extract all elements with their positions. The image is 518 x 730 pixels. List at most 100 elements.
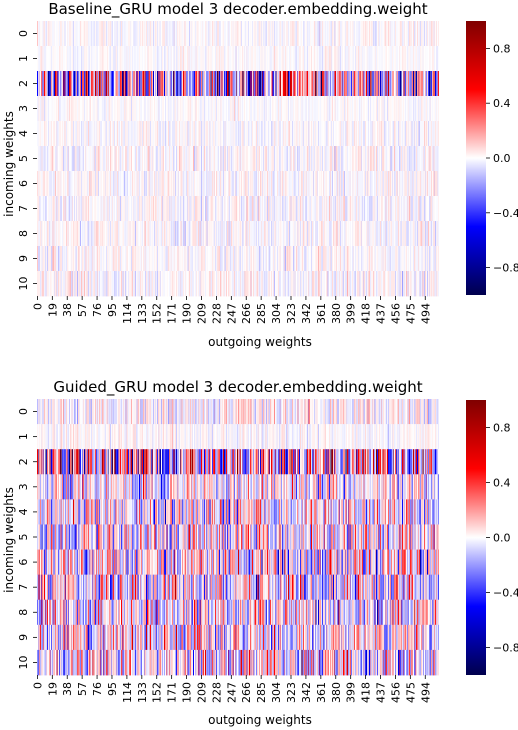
colorbar: −0.8 −0.4 0.0 0.4 0.8 [466,21,518,295]
x-tick-label: 285 [255,303,268,324]
y-tick-label: 0 [17,408,30,415]
x-tick-labels: 0 19 38 57 76 95 114 133 152 171 190 209 228 247 266 28… [31,675,432,703]
x-tick-label: 361 [315,682,328,703]
heatmap-row-10 [37,271,439,297]
y-tick-label: 7 [17,584,30,591]
x-tick-label: 38 [61,303,74,317]
x-tick-label: 475 [404,682,417,703]
x-tick-label: 247 [225,303,238,324]
x-tick-label: 19 [46,303,59,317]
x-tick-label: 76 [91,682,104,696]
heatmap-row-4 [37,499,439,525]
y-tick-label: 4 [17,130,30,137]
y-tick-label: 7 [17,205,30,212]
colorbar-gradient [466,21,486,295]
x-tick-label: 171 [166,682,179,703]
x-tick-label: 456 [389,682,402,703]
heatmap-row-1 [37,46,439,72]
x-tick-label: 380 [330,303,343,324]
x-tick-label: 285 [255,682,268,703]
heatmap-row-5 [37,146,439,172]
x-tick-label: 361 [315,303,328,324]
y-tick-label: 8 [17,230,30,237]
heatmap-row-9 [37,624,439,651]
y-tick-labels: 0 1 2 3 4 5 6 7 8 9 10 [17,30,37,291]
heatmap-row-0 [37,399,439,425]
heatmap-row-2 [37,449,439,475]
x-tick-label: 209 [195,682,208,703]
x-tick-label: 152 [151,682,164,703]
y-tick-label: 3 [17,483,30,490]
x-tick-label: 323 [285,303,298,324]
x-tick-label: 19 [46,682,59,696]
x-tick-label: 133 [136,682,149,703]
x-tick-labels: 0 19 38 57 76 95 114 133 152 171 190 209 228 247 266 28… [31,296,432,324]
x-tick-label: 114 [121,303,134,324]
colorbar-tick-label: −0.4 [493,587,518,600]
y-tick-label: 9 [17,634,30,641]
colorbar-tick-label: −0.8 [493,642,518,655]
chart-title: Guided_GRU model 3 decoder.embedding.wei… [53,378,422,397]
y-tick-label: 1 [17,55,30,62]
x-tick-label: 95 [106,303,119,317]
y-tick-label: 2 [17,80,30,87]
x-tick-label: 380 [330,682,343,703]
x-tick-label: 152 [151,303,164,324]
y-tick-labels: 0 1 2 3 4 5 6 7 8 9 10 [17,408,37,669]
y-tick-label: 6 [17,559,30,566]
x-tick-label: 418 [360,682,373,703]
y-tick-label: 10 [17,277,30,291]
x-tick-label: 57 [76,303,89,317]
colorbar-gradient [466,400,486,675]
x-tick-label: 494 [419,682,432,703]
x-tick-label: 95 [106,682,119,696]
heatmap-row-1 [37,424,439,450]
heatmap-cells [37,399,439,676]
x-tick-label: 323 [285,682,298,703]
x-tick-label: 228 [210,682,223,703]
x-tick-label: 76 [91,303,104,317]
heatmap-row-8 [37,599,439,626]
y-axis-label: incoming weights [2,487,16,593]
x-tick-label: 399 [345,682,358,703]
y-tick-label: 4 [17,508,30,515]
heatmap-row-8 [37,221,439,247]
colorbar-tick-label: 0.0 [493,532,511,545]
colorbar-tick-label: 0.4 [493,477,511,490]
x-tick-label: 494 [419,303,432,324]
y-tick-label: 0 [17,30,30,37]
colorbar: −0.8 −0.4 0.0 0.4 0.8 [466,400,518,675]
x-axis-label: outgoing weights [208,335,312,349]
x-tick-label: 266 [240,682,253,703]
heatmap-row-3 [37,474,439,500]
colorbar-tick-label: 0.4 [493,97,511,110]
x-tick-label: 247 [225,682,238,703]
heatmap-row-9 [37,246,439,272]
x-tick-label: 209 [195,303,208,324]
x-tick-label: 342 [300,682,313,703]
y-tick-label: 3 [17,105,30,112]
y-tick-label: 1 [17,433,30,440]
colorbar-tick-label: 0.0 [493,152,511,165]
x-tick-label: 437 [375,303,388,324]
x-tick-label: 171 [166,303,179,324]
heatmap-row-7 [37,574,439,601]
heatmap-row-10 [37,649,439,676]
x-tick-label: 0 [31,303,44,310]
x-tick-label: 0 [31,682,44,689]
y-tick-label: 2 [17,458,30,465]
y-tick-label: 9 [17,255,30,262]
x-tick-label: 304 [270,303,283,324]
x-tick-label: 304 [270,682,283,703]
x-tick-label: 133 [136,303,149,324]
x-tick-label: 266 [240,303,253,324]
colorbar-tick-label: 0.8 [493,422,511,435]
chart-title: Baseline_GRU model 3 decoder.embedding.w… [48,0,427,19]
x-tick-label: 190 [181,682,194,703]
x-tick-label: 342 [300,303,313,324]
x-axis-label: outgoing weights [208,713,312,727]
heatmap-row-3 [37,96,439,122]
x-tick-label: 456 [389,303,402,324]
heatmap-panel-guided: Guided_GRU model 3 decoder.embedding.wei… [2,378,518,727]
